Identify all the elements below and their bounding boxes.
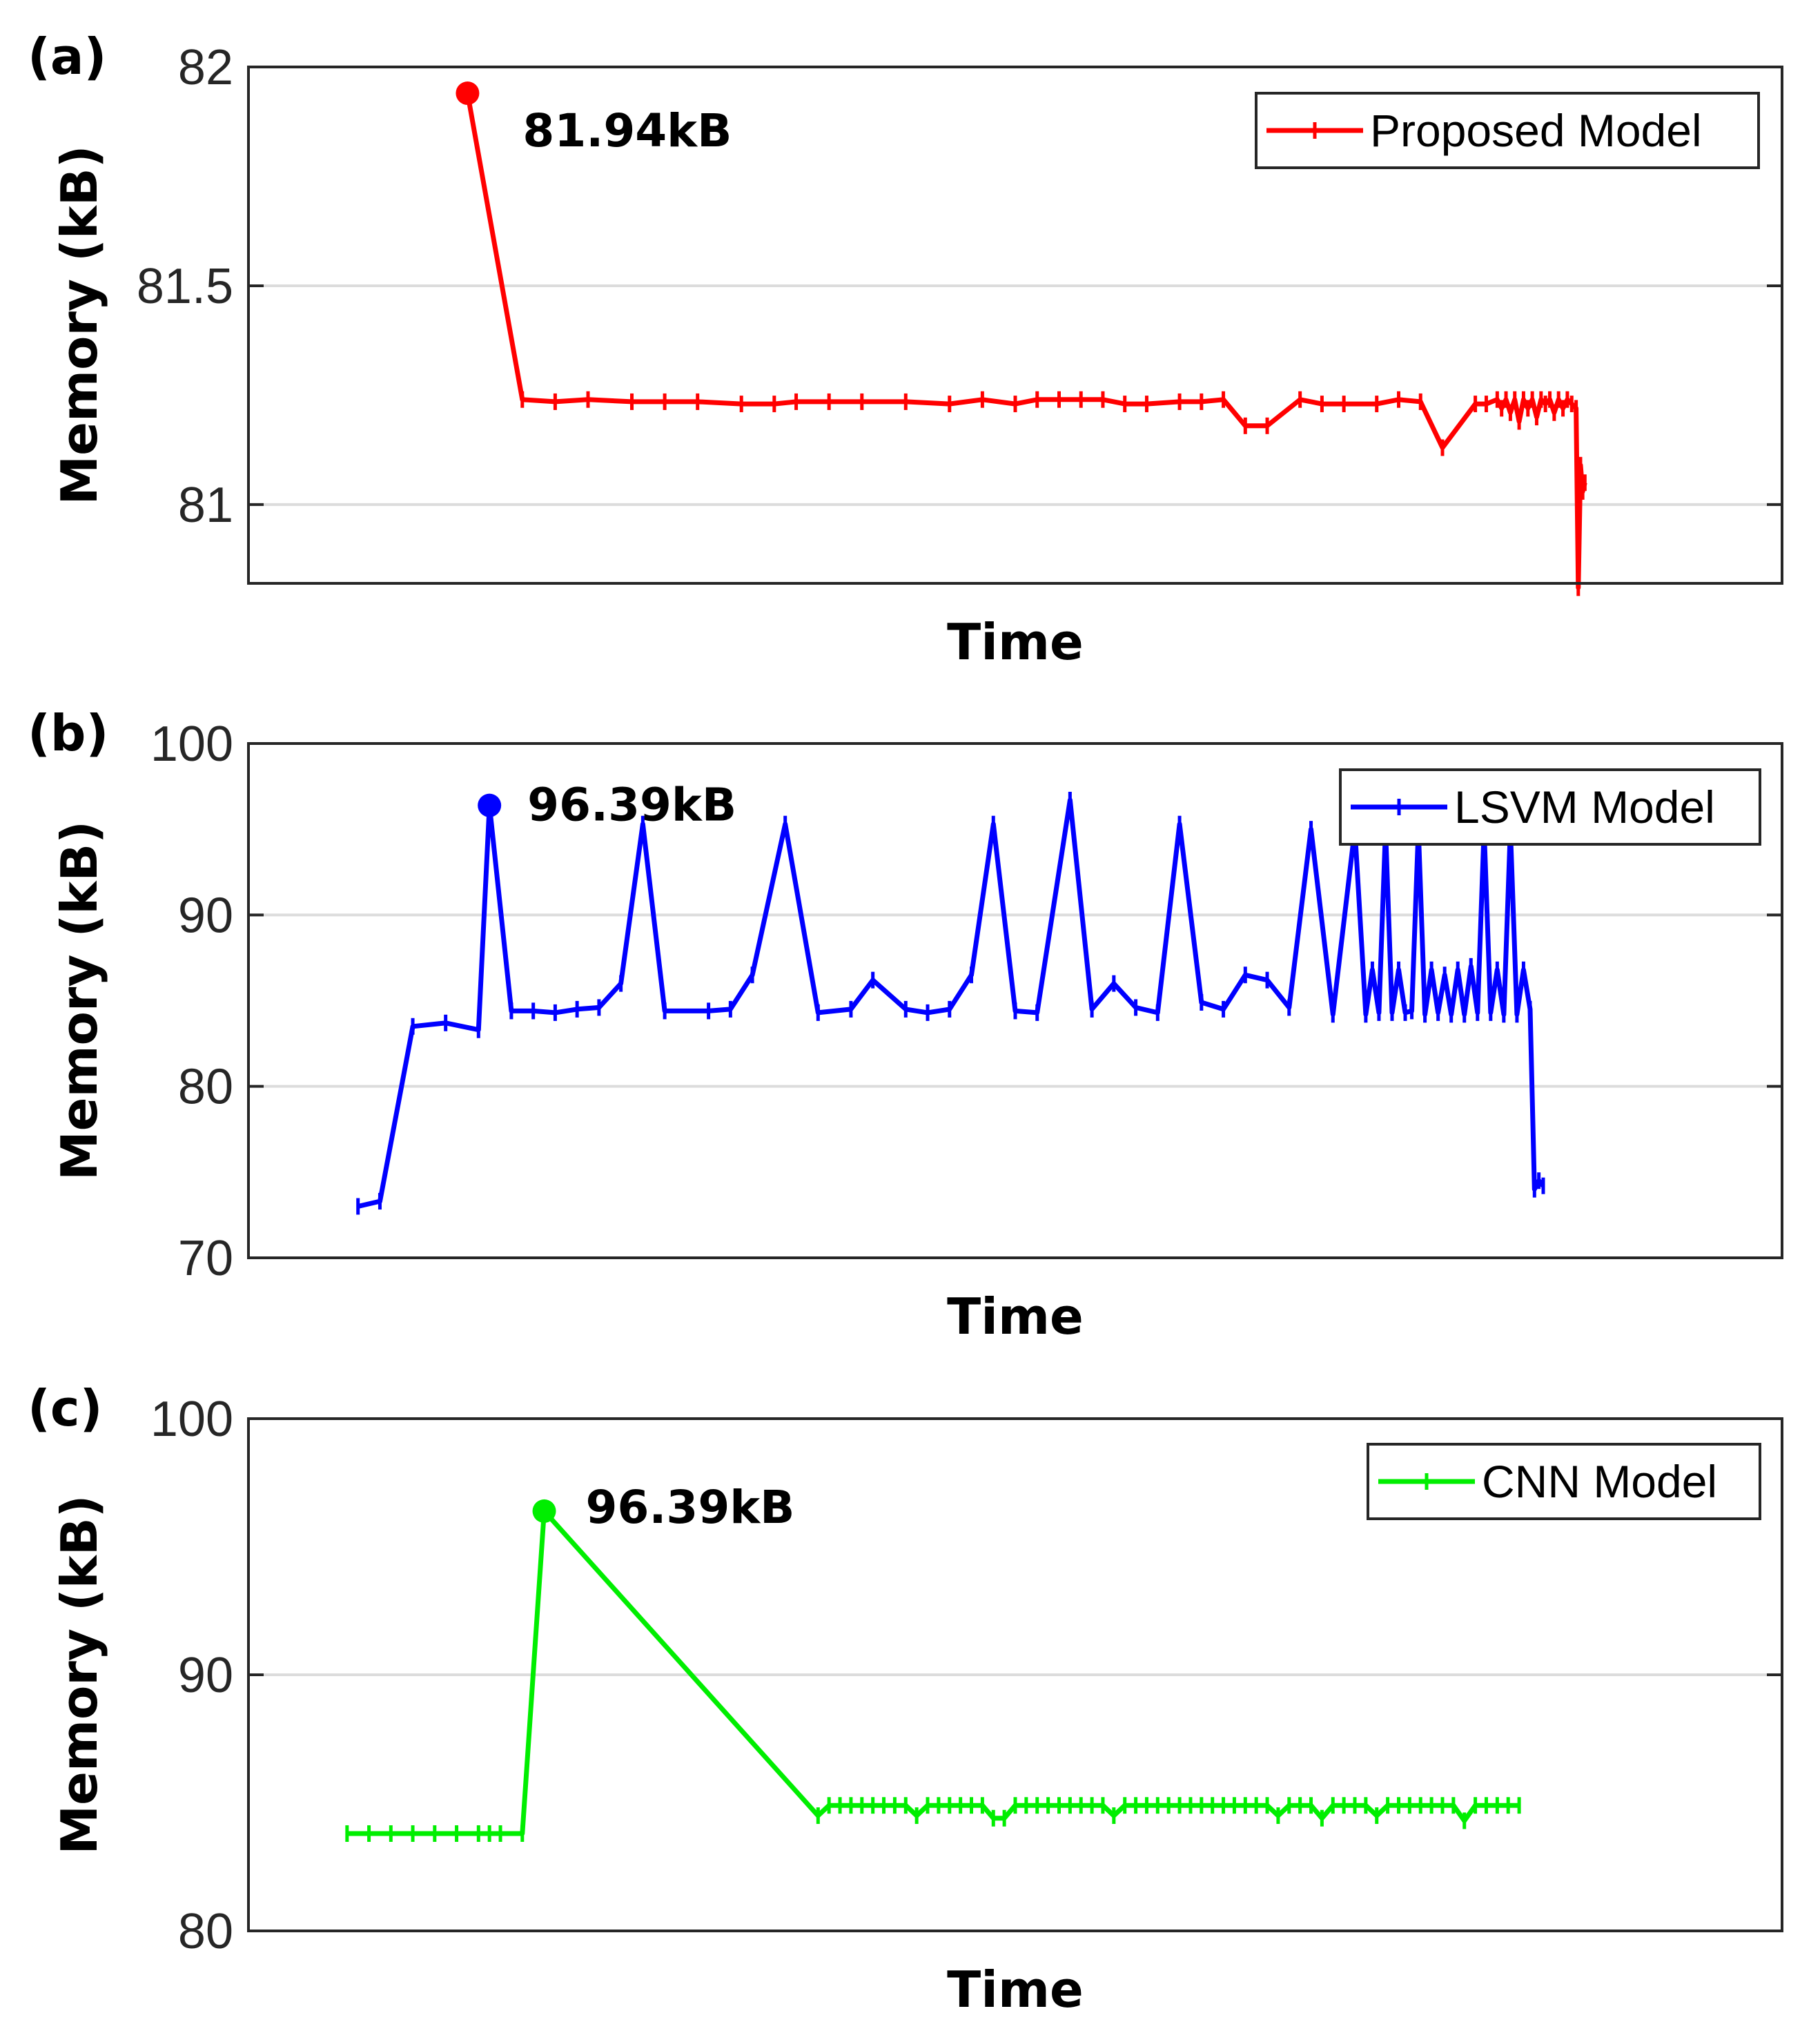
y-axis-title: Memory (kB) (50, 821, 108, 1180)
x-axis-title: Time (947, 1287, 1084, 1345)
legend: CNN Model (1367, 1443, 1761, 1520)
series-line-cnn-model (346, 1508, 1520, 1836)
y-tick-label: 80 (178, 1060, 233, 1115)
peak-marker (478, 793, 502, 817)
plot-frame (247, 66, 1783, 585)
peak-marker (456, 81, 480, 106)
y-tick-label: 81.5 (137, 259, 233, 314)
peak-annotation: 96.39kB (527, 779, 736, 832)
legend-label: LSVM Model (1454, 781, 1715, 833)
panel-label: (b) (28, 704, 108, 762)
peak-annotation: 96.39kB (586, 1481, 795, 1534)
y-tick-label: 90 (178, 888, 233, 943)
plot-frame (247, 742, 1783, 1259)
panel-a: 81 81.5 82 81.94kB (a) Time Memory (kB) Pr… (28, 28, 1783, 671)
y-tick-label: 70 (178, 1231, 233, 1286)
peak-annotation: 81.94kB (522, 104, 732, 157)
panel-label: (c) (28, 1379, 103, 1437)
legend-label: CNN Model (1482, 1456, 1717, 1507)
legend: LSVM Model (1339, 768, 1761, 846)
x-axis-title: Time (947, 1961, 1084, 2019)
panel-c: 80 90 100 96.39kB (c) Time Memory (kB) CNN… (28, 1379, 1783, 2019)
x-axis-title: Time (947, 613, 1084, 671)
panel-b: 70 80 90 100 96.39kB (b) Time Memory (kB) L… (28, 704, 1783, 1345)
y-tick-label: 100 (150, 717, 233, 772)
y-axis-title: Memory (kB) (50, 145, 108, 505)
y-tick-label: 82 (178, 40, 233, 95)
legend: Proposed Model (1255, 92, 1760, 169)
panel-label: (a) (28, 28, 106, 86)
y-tick-label: 90 (178, 1648, 233, 1703)
y-tick-label: 80 (178, 1904, 233, 1959)
peak-marker (532, 1499, 556, 1523)
y-tick-label: 100 (150, 1392, 233, 1447)
y-tick-label: 81 (178, 478, 233, 533)
legend-label: Proposed Model (1370, 105, 1702, 156)
y-axis-title: Memory (kB) (50, 1495, 108, 1854)
